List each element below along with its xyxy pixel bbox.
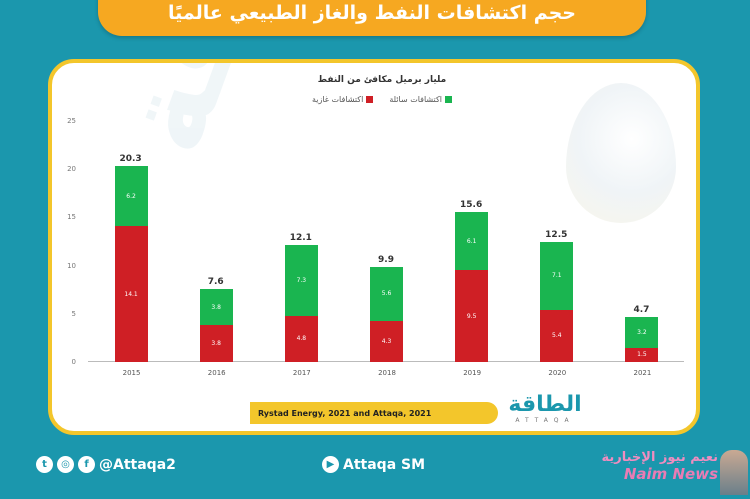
partner-watermark: نعيم نيوز الإخبارية Naim News xyxy=(601,450,718,483)
bar-segment-gas: 9.5 xyxy=(455,270,489,362)
chart-panel: الطاقة مليار برميل مكافئ من النفط اكتشاف… xyxy=(48,59,700,435)
plot-area: 14.1 6.2 20.3 2015 3.8 3.8 7.6 2016 4.8 7.3 12.1 20… xyxy=(88,121,684,377)
bar-segment-liquid: 6.1 xyxy=(455,211,489,271)
x-tick-label: 2021 xyxy=(633,369,652,377)
bar-2019: 9.5 6.1 15.6 xyxy=(455,200,489,362)
bar-total-label: 15.6 xyxy=(460,199,483,210)
youtube-link: ▶ Attaqa SM xyxy=(322,456,425,473)
title-banner: حجم اكتشافات النفط والغاز الطبيعي عالميً… xyxy=(98,0,646,36)
y-axis: 0 5 10 15 20 25 xyxy=(60,117,80,371)
bar-total-label: 9.9 xyxy=(378,254,394,265)
y-tick-label: 0 xyxy=(71,358,76,366)
bar-total-label: 7.6 xyxy=(207,276,224,287)
chart-title: حجم اكتشافات النفط والغاز الطبيعي عالميً… xyxy=(168,2,576,24)
bar-segment-gas: 5.4 xyxy=(540,309,574,362)
legend-swatch-red xyxy=(366,96,374,103)
x-tick-label: 2016 xyxy=(207,369,226,377)
facebook-icon[interactable]: f xyxy=(78,456,95,473)
social-handle[interactable]: @Attaqa2 xyxy=(99,456,176,473)
legend-item-liquid: اكتشافات سائلة xyxy=(389,95,453,104)
bar-total-label: 12.1 xyxy=(289,233,312,244)
logo-latin: ATTAQA xyxy=(515,417,575,424)
bar-2018: 4.3 5.6 9.9 xyxy=(370,255,403,362)
bar-2016: 3.8 3.8 7.6 xyxy=(199,277,233,362)
twitter-icon[interactable]: t xyxy=(36,456,53,473)
x-tick-label: 2020 xyxy=(548,369,567,377)
y-tick-label: 20 xyxy=(67,165,76,174)
instagram-icon[interactable]: ◎ xyxy=(57,456,74,473)
legend-label-gas: اكتشافات غازية xyxy=(311,95,364,104)
chart-subtitle: مليار برميل مكافئ من النفط xyxy=(317,75,447,85)
x-tick-label: 2017 xyxy=(292,369,311,377)
bar-segment-liquid: 7.1 xyxy=(540,241,574,310)
bar-segment-liquid: 7.3 xyxy=(284,245,318,316)
bar-segment-gas: 4.3 xyxy=(370,320,403,362)
x-tick-label: 2018 xyxy=(378,369,396,377)
bar-segment-gas: 1.5 xyxy=(625,347,659,362)
y-tick-label: 25 xyxy=(67,117,76,125)
bar-segment-gas: 14.1 xyxy=(114,226,148,362)
y-tick-label: 10 xyxy=(67,261,76,270)
bar-segment-gas: 4.8 xyxy=(284,315,318,362)
bar-total-label: 12.5 xyxy=(545,229,568,240)
attaqa-logo: الطاقة ATTAQA xyxy=(505,392,585,425)
watermark-drop-logo xyxy=(566,83,676,223)
legend-swatch-green xyxy=(445,96,453,103)
legend-label-liquid: اكتشافات سائلة xyxy=(389,95,443,104)
youtube-label[interactable]: Attaqa SM xyxy=(343,456,426,473)
bar-2015: 14.1 6.2 20.3 xyxy=(114,154,148,362)
y-tick-label: 15 xyxy=(67,213,76,222)
bar-2021: 1.5 3.2 4.7 xyxy=(625,305,659,362)
x-tick-label: 2015 xyxy=(122,369,141,377)
bar-total-label: 20.3 xyxy=(119,154,142,165)
bar-segment-liquid: 3.8 xyxy=(199,288,233,326)
avatar xyxy=(720,450,748,495)
bar-segment-gas: 3.8 xyxy=(199,325,233,362)
youtube-icon[interactable]: ▶ xyxy=(322,456,339,473)
bar-segment-liquid: 5.6 xyxy=(370,266,403,321)
footer: t ◎ f @Attaqa2 ▶ Attaqa SM نعيم نيوز الإ… xyxy=(0,450,750,495)
social-links: t ◎ f @Attaqa2 xyxy=(36,456,176,473)
partner-arabic: نعيم نيوز الإخبارية xyxy=(601,450,718,465)
bar-segment-liquid: 6.2 xyxy=(114,166,148,227)
logo-arabic: الطاقة xyxy=(508,392,582,417)
partner-latin: Naim News xyxy=(623,465,718,483)
source-label: Rystad Energy, 2021 and Attaqa, 2021 xyxy=(250,402,498,424)
legend-item-gas: اكتشافات غازية xyxy=(311,95,374,104)
legend: اكتشافات سائلة اكتشافات غازية xyxy=(282,95,482,104)
x-tick-label: 2019 xyxy=(463,369,482,377)
bar-2020: 5.4 7.1 12.5 xyxy=(540,230,574,362)
bar-2017: 4.8 7.3 12.1 xyxy=(284,233,318,362)
y-tick-label: 5 xyxy=(71,309,76,318)
bar-segment-liquid: 3.2 xyxy=(625,316,659,348)
bar-total-label: 4.7 xyxy=(633,304,650,315)
